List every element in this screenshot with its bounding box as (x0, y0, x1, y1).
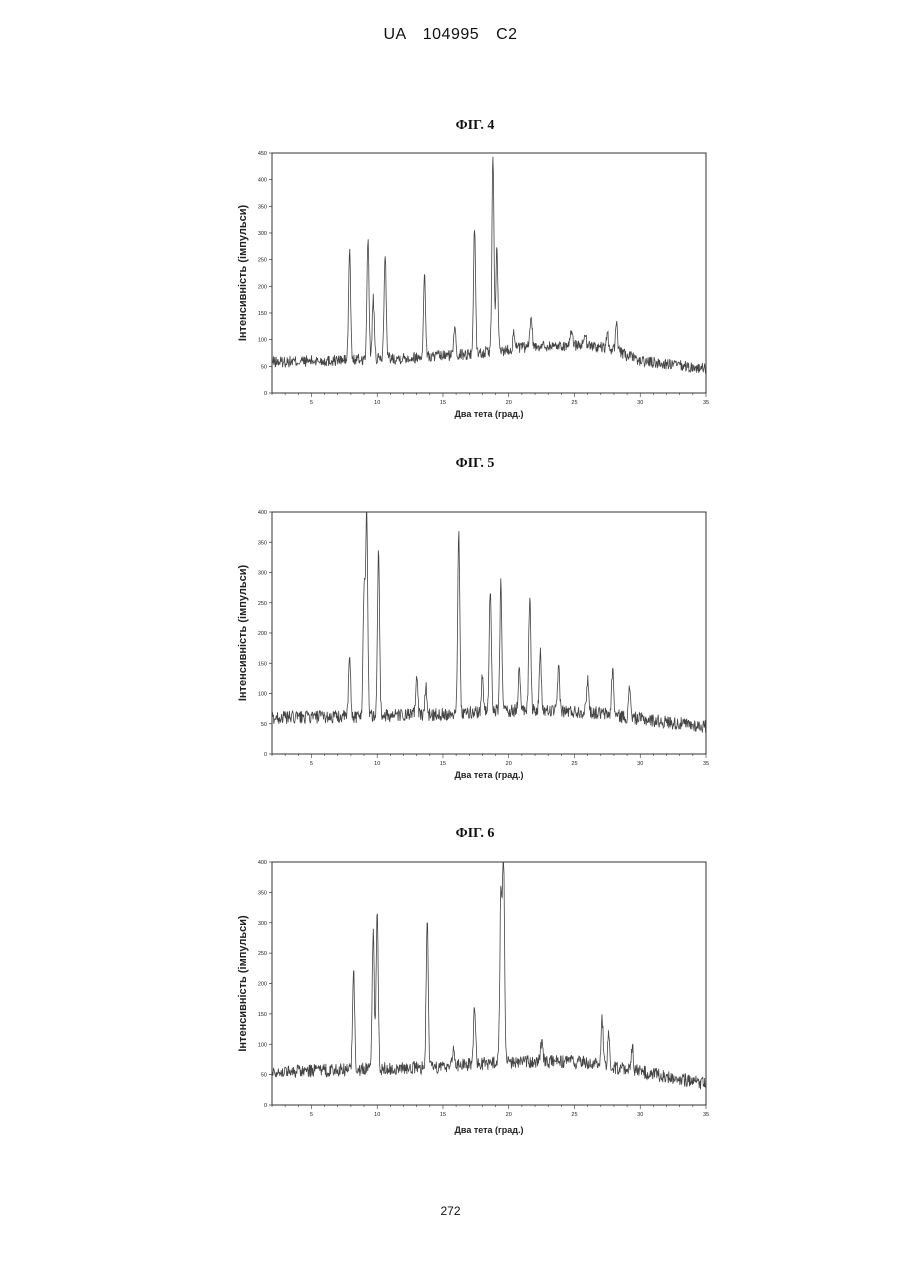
diffraction-trace (272, 157, 706, 374)
y-tick-label: 150 (258, 661, 267, 667)
y-tick-label: 350 (258, 890, 267, 896)
document-header: UA 104995 C2 (0, 26, 901, 44)
x-tick-label: 35 (703, 1112, 709, 1118)
x-tick-label: 30 (637, 761, 643, 767)
y-tick-label: 250 (258, 951, 267, 957)
x-tick-label: 15 (440, 1112, 446, 1118)
x-tick-label: 5 (310, 400, 313, 406)
y-tick-label: 100 (258, 1042, 267, 1048)
page-number: 272 (0, 1204, 901, 1218)
figure-6: ФІГ. 6 0 50 100 150 200 250 300 350 400 5 10 15 20 25… (230, 826, 720, 1142)
y-tick-label: 350 (258, 204, 267, 210)
x-tick-label: 15 (440, 400, 446, 406)
y-tick-label: 150 (258, 1012, 267, 1018)
y-tick-label: 450 (258, 151, 267, 157)
y-tick-label: 300 (258, 231, 267, 237)
x-tick-label: 35 (703, 400, 709, 406)
y-tick-label: 0 (264, 1103, 267, 1109)
diffraction-trace (272, 862, 706, 1089)
x-tick-label: 25 (571, 400, 577, 406)
y-tick-label: 100 (258, 692, 267, 698)
y-tick-label: 0 (264, 391, 267, 397)
figure-title: ФІГ. 6 (230, 826, 720, 842)
y-tick-label: 350 (258, 540, 267, 546)
y-tick-label: 300 (258, 921, 267, 927)
x-tick-label: 20 (506, 761, 512, 767)
figure-title: ФІГ. 4 (230, 118, 720, 134)
xrd-chart: 0 50 100 150 200 250 300 350 400 5 10 15 20 25 30 35 Два… (230, 848, 720, 1144)
y-axis-title: Інтенсивність (імпульси) (237, 205, 249, 342)
y-tick-label: 200 (258, 631, 267, 637)
x-tick-label: 10 (374, 761, 380, 767)
y-tick-label: 50 (261, 364, 267, 370)
x-tick-label: 35 (703, 761, 709, 767)
x-tick-label: 10 (374, 1112, 380, 1118)
x-tick-label: 30 (637, 1112, 643, 1118)
y-tick-label: 400 (258, 510, 267, 516)
y-tick-label: 150 (258, 311, 267, 317)
x-axis-title: Два тета (град.) (455, 1125, 524, 1135)
y-tick-label: 200 (258, 982, 267, 988)
diffraction-trace (272, 512, 706, 733)
y-tick-label: 0 (264, 752, 267, 758)
figure-title: ФІГ. 5 (230, 456, 720, 472)
y-tick-label: 50 (261, 1073, 267, 1079)
xrd-chart: 0 50 100 150 200 250 300 350 400 5 10 15 20 25 30 35 Два… (230, 478, 720, 788)
xrd-chart: 0 50 100 150 200 250 300 350 400 450 5 10 15 20 25 30 35… (230, 140, 720, 430)
y-tick-label: 400 (258, 178, 267, 184)
x-tick-label: 5 (310, 1112, 313, 1118)
x-tick-label: 25 (571, 761, 577, 767)
y-axis-title: Інтенсивність (імпульси) (237, 565, 249, 702)
x-axis-title: Два тета (град.) (455, 409, 524, 419)
y-tick-label: 250 (258, 601, 267, 607)
x-tick-label: 15 (440, 761, 446, 767)
plot-frame (272, 862, 706, 1105)
y-tick-label: 300 (258, 571, 267, 577)
figure-5: ФІГ. 5 0 50 100 150 200 250 300 350 400 5 10 15 20 25… (230, 456, 720, 786)
x-tick-label: 25 (571, 1112, 577, 1118)
x-axis-title: Два тета (град.) (455, 770, 524, 780)
y-tick-label: 200 (258, 284, 267, 290)
y-tick-label: 400 (258, 860, 267, 866)
y-axis-title: Інтенсивність (імпульси) (237, 915, 249, 1052)
y-tick-label: 100 (258, 338, 267, 344)
x-tick-label: 20 (506, 400, 512, 406)
y-tick-label: 50 (261, 722, 267, 728)
x-tick-label: 5 (310, 761, 313, 767)
x-tick-label: 20 (506, 1112, 512, 1118)
x-tick-label: 30 (637, 400, 643, 406)
x-tick-label: 10 (374, 400, 380, 406)
y-tick-label: 250 (258, 258, 267, 264)
figure-4: ФІГ. 4 0 50 100 150 200 250 300 350 400 450 5 10 15 2… (230, 118, 720, 428)
